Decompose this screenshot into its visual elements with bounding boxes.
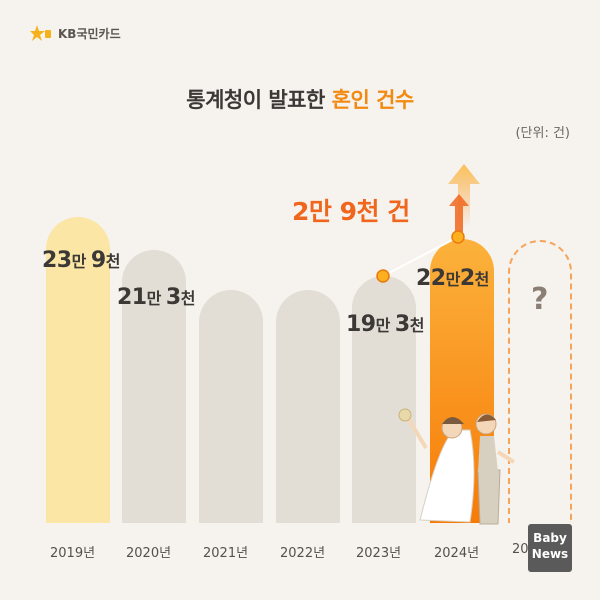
increase-annotation: 2만 9천 건 <box>292 197 410 226</box>
value-label-2023년: 19만 3천 <box>346 312 424 337</box>
bar-2021년 <box>199 289 263 523</box>
bar-2020년 <box>122 250 186 523</box>
future-question-mark: ? <box>531 281 549 317</box>
value-label-part: 2 <box>459 266 475 291</box>
value-label-2024년: 22만2천 <box>416 266 489 291</box>
bar-2023년 <box>352 275 416 523</box>
increase-arrow-small <box>449 194 469 232</box>
marker-2024 <box>451 230 465 244</box>
x-label-1: 2020년 <box>126 546 172 561</box>
title-prefix: 통계청이 발표한 <box>186 88 332 112</box>
value-label-part: 9 <box>90 248 106 273</box>
value-label-part: 천 <box>409 316 425 335</box>
value-label-part: 만 <box>71 252 91 271</box>
bar-2019년 <box>46 216 110 523</box>
value-label-part: 만 <box>146 289 166 308</box>
value-label-2019년: 23만 9천 <box>42 248 120 273</box>
title-highlight: 혼인 건수 <box>331 88 415 112</box>
value-label-part: 21 <box>117 285 147 310</box>
value-label-2020년: 21만 3천 <box>117 285 195 310</box>
unit-label: (단위: 건) <box>515 126 570 141</box>
marker-2023 <box>376 269 390 283</box>
bar-2022년 <box>276 289 340 523</box>
value-label-part: 22 <box>416 266 446 291</box>
value-label-part: 3 <box>394 312 410 337</box>
x-label-4: 2023년 <box>356 546 402 561</box>
value-label-part: 19 <box>346 312 376 337</box>
value-label-part: 23 <box>42 248 72 273</box>
bar-2025년 <box>508 239 572 523</box>
x-label-2: 2021년 <box>203 546 249 561</box>
chart-title: 통계청이 발표한 혼인 건수 <box>0 84 600 114</box>
brand-name: KB국민카드 <box>58 26 121 41</box>
trend-connector-line <box>382 236 459 277</box>
value-label-part: 만 <box>375 316 395 335</box>
x-label-0: 2019년 <box>50 546 96 561</box>
watermark-line2: News <box>531 547 569 561</box>
x-label-3: 2022년 <box>280 546 326 561</box>
x-label-5: 2024년 <box>434 546 480 561</box>
x-label-6: 20 <box>512 542 529 557</box>
value-label-part: 천 <box>105 252 121 271</box>
value-label-part: 3 <box>165 285 181 310</box>
brand-logo: KB국민카드 <box>30 24 121 42</box>
kb-star-icon <box>30 25 51 41</box>
watermark-line1: Baby <box>533 531 567 545</box>
increase-arrow <box>448 164 480 228</box>
wedding-couple-illustration <box>398 408 516 525</box>
value-label-part: 천 <box>474 270 490 289</box>
value-label-part: 만 <box>445 270 461 289</box>
value-label-part: 천 <box>180 289 196 308</box>
babynews-watermark: Baby News <box>528 524 572 572</box>
